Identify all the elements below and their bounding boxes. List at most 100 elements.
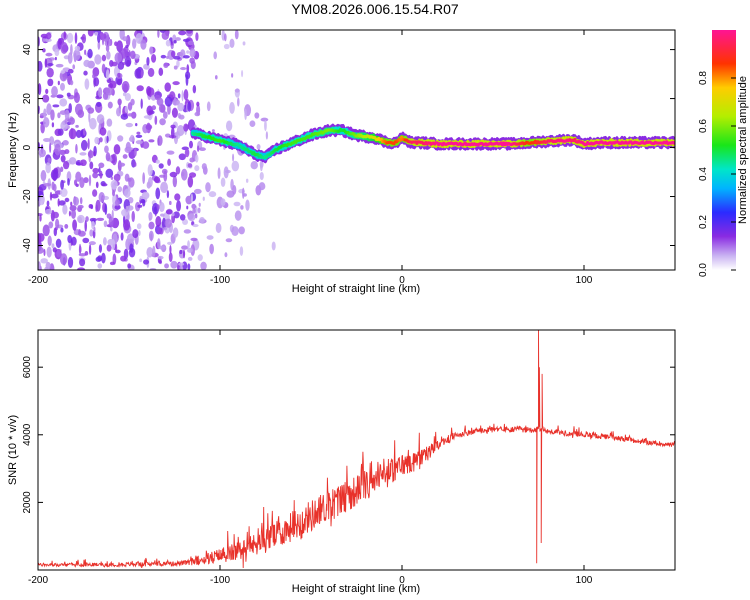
noise-blob: [185, 195, 193, 205]
noise-blob: [50, 109, 55, 121]
noise-blob: [70, 127, 74, 139]
noise-blob: [79, 258, 86, 267]
noise-blob: [234, 88, 240, 93]
noise-blob: [208, 191, 217, 198]
noise-blob: [229, 101, 235, 114]
colorbar-tick-label: 0.0: [698, 263, 709, 277]
noise-blob: [57, 80, 60, 86]
noise-blob: [54, 56, 57, 61]
noise-blob: [126, 147, 134, 151]
noise-blob: [87, 138, 90, 150]
noise-blob: [40, 258, 48, 264]
noise-blob: [97, 87, 103, 98]
noise-blob: [145, 124, 153, 131]
colorbar: 0.0 0.2 0.4 0.6 0.8 Normalized spectral ampl…: [698, 30, 749, 277]
noise-blob: [120, 255, 127, 262]
noise-blob: [47, 63, 54, 67]
noise-blob: [118, 162, 126, 167]
noise-blob: [83, 177, 89, 184]
noise-blob: [88, 204, 93, 209]
noise-blob: [232, 153, 235, 162]
noise-blob: [244, 108, 247, 121]
x-tick-label: 0: [399, 275, 405, 286]
noise-blob: [135, 134, 143, 138]
noise-blob: [179, 249, 183, 255]
noise-blob: [177, 93, 181, 99]
noise-blob: [214, 75, 218, 80]
noise-blob: [38, 200, 41, 207]
noise-blob: [55, 218, 60, 229]
noise-blob: [167, 158, 171, 167]
noise-blob: [50, 193, 59, 199]
noise-blob: [166, 150, 175, 155]
noise-blob: [259, 171, 264, 181]
noise-blob: [117, 135, 124, 142]
noise-blob: [160, 213, 165, 217]
noise-blob: [116, 40, 124, 53]
noise-blob: [60, 82, 65, 91]
noise-blob: [134, 162, 137, 167]
noise-blob: [178, 114, 185, 120]
noise-blob: [72, 219, 78, 231]
noise-blob: [80, 139, 88, 151]
noise-blob: [64, 224, 69, 229]
noise-blob: [84, 251, 89, 256]
noise-blob: [89, 229, 94, 237]
spectrogram-x-label: Height of straight line (km): [292, 283, 420, 295]
noise-blob: [94, 54, 102, 65]
noise-blob: [240, 205, 244, 210]
noise-blob: [169, 171, 178, 178]
noise-blob: [44, 266, 49, 270]
noise-blob: [79, 152, 87, 156]
noise-blob: [92, 67, 100, 77]
noise-blob: [189, 172, 197, 178]
noise-blob: [151, 202, 159, 215]
noise-blob: [60, 166, 64, 173]
noise-blob: [82, 128, 86, 136]
noise-blob: [146, 246, 154, 258]
noise-blob: [256, 144, 261, 150]
noise-blob: [88, 174, 92, 187]
y-tick-label: -20: [22, 189, 33, 204]
noise-blob: [183, 249, 186, 259]
noise-blob: [111, 209, 114, 221]
colorbar-tick-label: 0.8: [698, 71, 709, 85]
noise-blob: [69, 79, 74, 86]
noise-blob: [187, 256, 193, 261]
noise-blob: [178, 30, 187, 36]
noise-blob: [171, 107, 178, 118]
noise-blob: [188, 140, 193, 149]
noise-blob: [202, 196, 205, 201]
noise-blob: [42, 224, 50, 237]
noise-blob: [177, 102, 185, 112]
noise-blob: [46, 67, 54, 78]
noise-blob: [229, 38, 235, 49]
noise-blob: [192, 224, 199, 228]
noise-blob: [174, 37, 181, 41]
noise-blob: [92, 172, 99, 179]
noise-blob: [133, 148, 137, 157]
noise-blob: [52, 211, 59, 219]
noise-blob: [75, 143, 78, 154]
noise-blob: [106, 118, 113, 127]
noise-blob: [220, 198, 226, 206]
noise-blob: [38, 261, 41, 270]
noise-blob: [187, 40, 195, 46]
noise-blob: [45, 88, 49, 95]
noise-blob: [102, 237, 107, 246]
noise-blob: [84, 49, 87, 56]
noise-blob: [159, 30, 166, 33]
noise-blob: [157, 30, 160, 38]
noise-blob: [191, 203, 197, 210]
noise-blob: [178, 153, 186, 161]
noise-blob: [223, 166, 229, 179]
noise-blob: [106, 50, 111, 60]
snr-panel: -200 -100 0 100 2000 4000 6000 Height of strai…: [7, 329, 676, 595]
y-tick-label: -40: [22, 238, 33, 253]
noise-blob: [170, 45, 174, 49]
noise-blob: [107, 101, 113, 109]
noise-blob: [189, 57, 195, 64]
noise-blob: [148, 230, 154, 241]
noise-blob: [101, 183, 108, 187]
